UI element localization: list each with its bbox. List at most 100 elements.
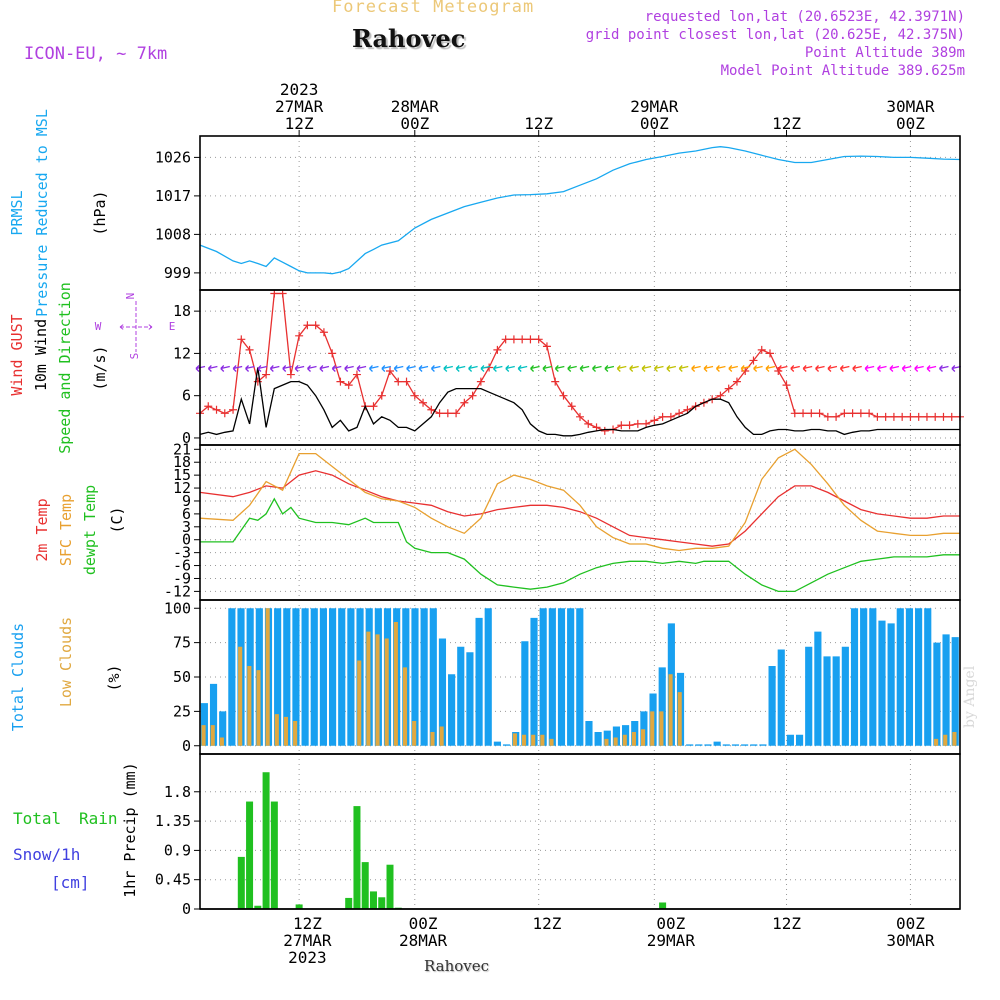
gust-marker xyxy=(922,412,931,421)
gust-marker xyxy=(377,391,386,400)
low-cloud-bar xyxy=(274,714,279,746)
precip-bar xyxy=(659,902,667,909)
wind-direction-arrow xyxy=(654,365,664,372)
y-tick-label: 1.35 xyxy=(155,812,191,830)
y-tick-label: 12 xyxy=(173,479,191,497)
time-label-bottom: 27MAR xyxy=(283,931,332,950)
gust-marker xyxy=(600,426,609,435)
y-tick-label: -12 xyxy=(164,582,191,600)
gust-marker xyxy=(766,349,774,358)
total-cloud-bar xyxy=(768,666,776,746)
wind-direction-arrow xyxy=(443,365,453,372)
footer-location: Rahovec xyxy=(424,957,490,975)
low-cloud-bar xyxy=(952,732,957,746)
gust-marker xyxy=(369,402,378,411)
wind-direction-arrow xyxy=(678,365,689,372)
gust-marker xyxy=(336,377,345,386)
wind-direction-arrow xyxy=(864,365,875,372)
low-cloud-bar xyxy=(512,733,517,746)
compass-south: S xyxy=(128,353,141,360)
y-tick-label: 21 xyxy=(173,440,191,458)
gust-marker xyxy=(881,412,890,421)
low-cloud-bar xyxy=(366,631,371,746)
gust-marker xyxy=(245,345,254,354)
total-cloud-bar xyxy=(594,732,602,746)
wind-direction-arrow xyxy=(269,365,280,372)
y-tick-label: 999 xyxy=(164,264,191,282)
y-tick-label: 100 xyxy=(164,599,191,617)
time-label-top: 30MAR xyxy=(886,97,935,116)
total-cloud-bar xyxy=(777,649,785,746)
gust-marker xyxy=(509,335,518,344)
total-cloud-bar xyxy=(658,667,666,746)
time-label-bottom: 2023 xyxy=(288,948,327,967)
total-cloud-bar xyxy=(640,711,648,746)
total-cloud-bar xyxy=(274,608,282,746)
temp-sfc-ylabel: SFC Temp xyxy=(57,494,75,566)
total-cloud-bar xyxy=(905,608,914,746)
y-tick-label: 1.8 xyxy=(164,783,191,801)
temp-2m-ylabel: 2m Temp xyxy=(33,498,51,561)
gust-marker xyxy=(443,409,452,418)
low-cloud-bar xyxy=(256,670,261,746)
total-clouds-ylabel: Total Clouds xyxy=(9,623,27,731)
pressure-ylabel-short: PRMSL xyxy=(8,190,26,235)
gust-marker xyxy=(584,419,593,428)
y-tick-label: 18 xyxy=(173,453,191,471)
total-cloud-bar xyxy=(860,608,868,746)
gust-marker xyxy=(204,402,213,411)
gust-marker xyxy=(402,377,411,386)
wind-direction-arrow xyxy=(356,365,367,372)
wind-direction-arrow xyxy=(629,365,639,372)
wind-line xyxy=(199,367,960,437)
wind-direction-arrow xyxy=(418,365,429,372)
gust-marker xyxy=(675,409,684,418)
total-cloud-bar xyxy=(347,608,355,746)
total-cloud-bar xyxy=(521,641,529,746)
low-cloud-bar xyxy=(412,721,417,746)
gust-marker xyxy=(633,419,642,428)
wind-direction-arrow xyxy=(827,365,838,372)
total-cloud-bar xyxy=(722,744,730,746)
total-cloud-bar xyxy=(887,623,895,746)
total-cloud-bar xyxy=(805,646,813,746)
wind-direction-arrow xyxy=(369,365,379,372)
gust-marker xyxy=(493,345,502,354)
low-cloud-bar xyxy=(238,646,243,746)
gust-marker xyxy=(328,349,337,358)
wind-direction-arrow xyxy=(839,365,850,372)
y-tick-label: -3 xyxy=(173,544,191,562)
precip-bar xyxy=(353,806,361,909)
wind-direction-arrow xyxy=(765,365,776,372)
gust-marker xyxy=(658,412,667,421)
gust-marker xyxy=(295,331,304,340)
gust-marker xyxy=(394,377,403,386)
gust-marker xyxy=(303,321,312,330)
gust-marker xyxy=(873,412,882,421)
model-altitude: Model Point Altitude 389.625m xyxy=(720,63,965,79)
y-tick-label: 18 xyxy=(173,302,191,320)
low-cloud-bar xyxy=(293,721,298,746)
wind-direction-arrow xyxy=(517,365,528,372)
low-cloud-bar xyxy=(430,732,435,746)
chart-title: Forecast Meteogram xyxy=(332,0,535,17)
time-label-bottom: 29MAR xyxy=(647,931,696,950)
wind-direction-arrow xyxy=(914,365,924,372)
total-cloud-bar xyxy=(823,656,831,746)
time-label-bottom: 00Z xyxy=(656,914,685,933)
wind-direction-arrow xyxy=(430,365,441,372)
total-cloud-bar xyxy=(612,726,621,746)
y-tick-label: 50 xyxy=(173,668,191,686)
y-tick-label: 1008 xyxy=(155,225,191,243)
wind-direction-arrow xyxy=(220,365,230,372)
time-label-bottom: 30MAR xyxy=(886,931,935,950)
wind-direction-arrow xyxy=(294,365,305,372)
wind-direction-ylabel: Speed and Direction xyxy=(56,282,74,454)
low-cloud-bar xyxy=(677,692,682,746)
total-cloud-bar xyxy=(759,744,767,746)
wind-ylabel: 10m Wind xyxy=(32,319,50,391)
gust-marker xyxy=(229,405,238,414)
total-cloud-bar xyxy=(209,683,218,746)
compass-rose xyxy=(119,301,153,352)
